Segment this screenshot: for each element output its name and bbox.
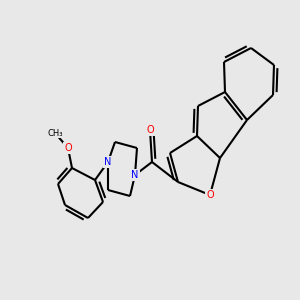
Text: O: O [64,143,72,153]
Text: O: O [206,190,214,200]
Text: N: N [104,157,112,167]
Text: N: N [131,170,139,180]
Text: O: O [146,125,154,135]
Text: CH₃: CH₃ [47,128,63,137]
